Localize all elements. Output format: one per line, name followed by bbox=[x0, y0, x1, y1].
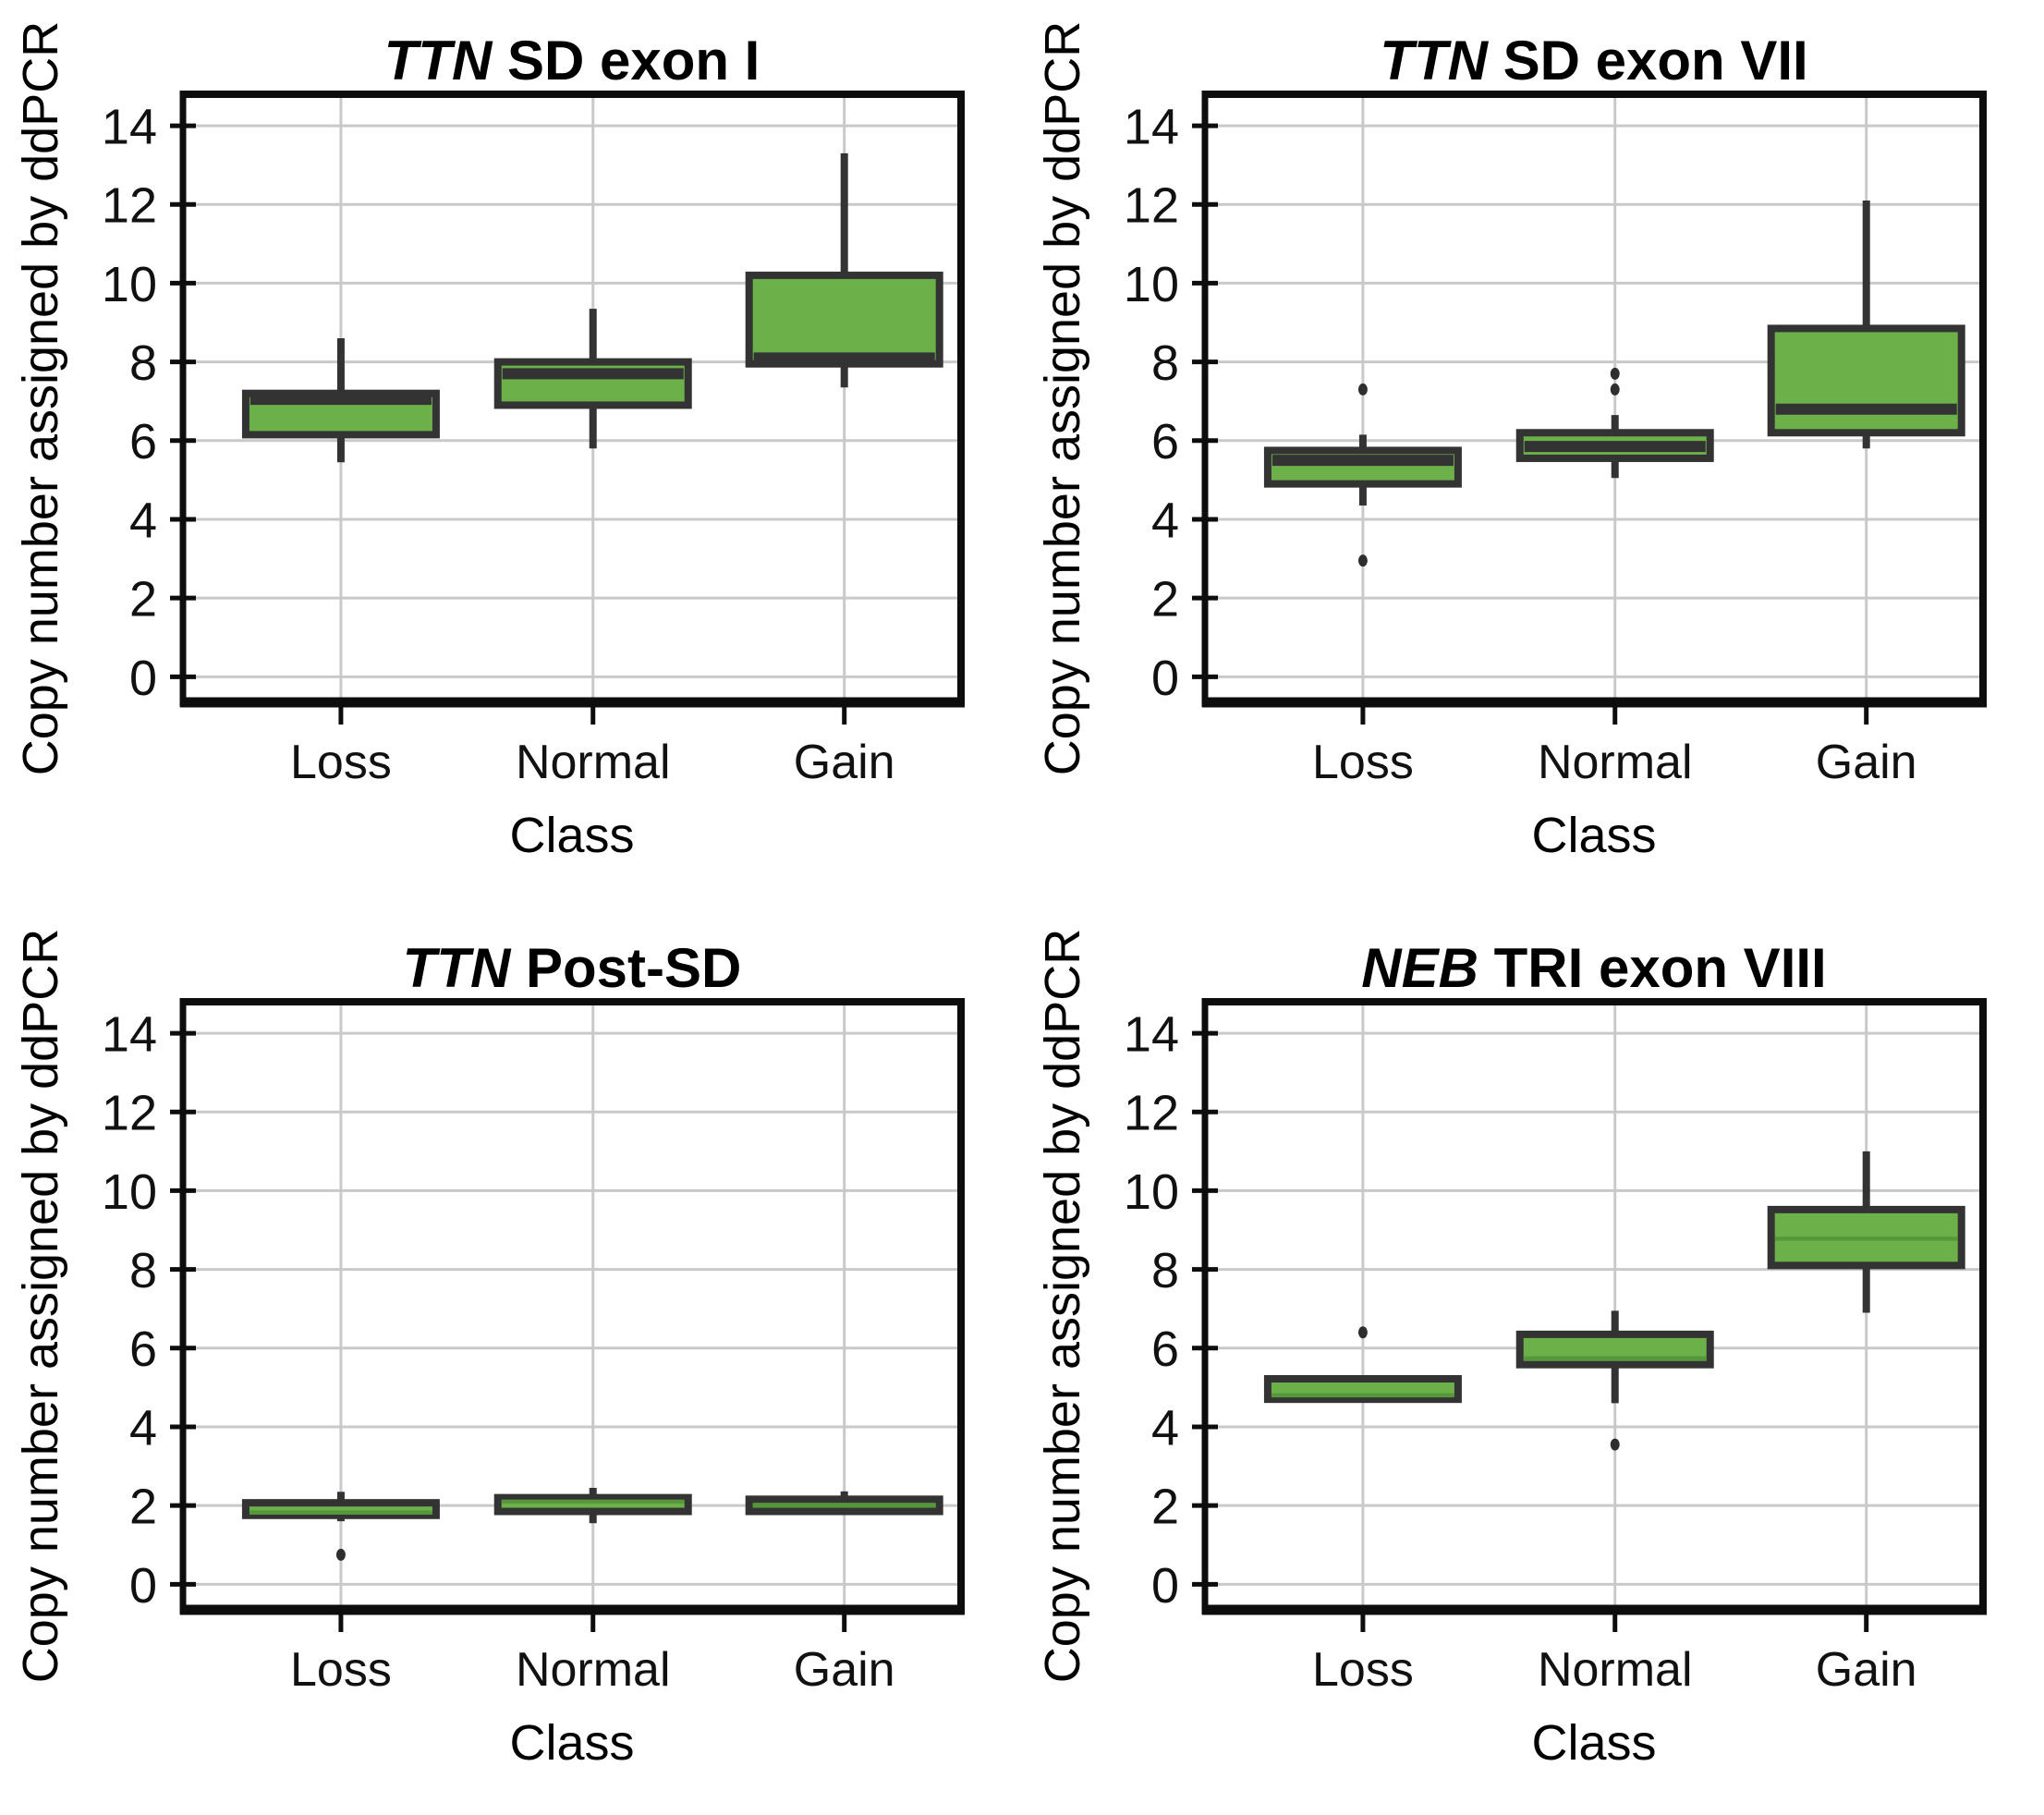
y-axis-label: Copy number assigned by ddPCR bbox=[13, 929, 68, 1683]
y-tick-label: 12 bbox=[102, 178, 157, 234]
category-label-gain: Gain bbox=[1816, 1643, 1917, 1697]
y-tick-label: 4 bbox=[1151, 493, 1179, 548]
y-tick-label: 8 bbox=[1151, 1243, 1179, 1298]
y-tick-label: 2 bbox=[1151, 1480, 1179, 1535]
title-rest: SD exon I bbox=[492, 30, 760, 91]
title-rest: Post-SD bbox=[510, 937, 741, 999]
y-axis-label: Copy number assigned by ddPCR bbox=[1035, 929, 1090, 1683]
category-label-loss: Loss bbox=[1312, 736, 1414, 789]
y-tick-label: 6 bbox=[129, 1322, 157, 1377]
plot-area: 0 2 4 6 8 10 12 14 Loss Normal Gain bbox=[1124, 91, 1987, 789]
x-axis-label: Class bbox=[509, 808, 634, 863]
outlier-point bbox=[1610, 1438, 1620, 1451]
category-label-normal: Normal bbox=[1538, 736, 1693, 789]
panel-title: NEB TRI exon VIII bbox=[1361, 937, 1826, 999]
y-tick-label: 4 bbox=[129, 493, 157, 548]
category-label-gain: Gain bbox=[794, 736, 895, 789]
panel-ttn-post-sd: TTN Post-SD Copy number assigned by ddPC… bbox=[0, 908, 1022, 1815]
iqr-box bbox=[1767, 324, 1965, 437]
category-label-gain: Gain bbox=[1816, 736, 1917, 789]
panel-neb-tri-exon-viii: NEB TRI exon VIII Copy number assigned b… bbox=[1022, 908, 2044, 1815]
y-tick-label: 14 bbox=[102, 100, 157, 155]
category-label-gain: Gain bbox=[794, 1643, 895, 1697]
plot-area: 0 2 4 6 8 10 12 14 Loss Normal Gain bbox=[102, 91, 965, 789]
category-label-loss: Loss bbox=[1312, 1643, 1414, 1697]
box-gain bbox=[1767, 200, 1965, 449]
y-tick-label: 8 bbox=[1151, 335, 1179, 391]
y-tick-label: 10 bbox=[102, 1164, 157, 1220]
y-tick-label: 2 bbox=[129, 572, 157, 627]
y-tick-label: 4 bbox=[129, 1400, 157, 1456]
y-tick-label: 6 bbox=[1151, 414, 1179, 469]
y-axis-label: Copy number assigned by ddPCR bbox=[1035, 21, 1090, 775]
outlier-point bbox=[1357, 383, 1368, 396]
outlier-point bbox=[1357, 1326, 1368, 1339]
y-tick-label: 14 bbox=[1124, 100, 1179, 155]
gene-symbol: TTN bbox=[384, 30, 493, 91]
box-normal bbox=[1515, 367, 1714, 479]
x-axis-label: Class bbox=[1531, 808, 1656, 863]
y-tick-label: 2 bbox=[1151, 572, 1179, 627]
plot-area: 0 2 4 6 8 10 12 14 Loss Normal Gain bbox=[102, 998, 965, 1697]
panel-title: TTN SD exon VII bbox=[1380, 30, 1807, 91]
panel-title: TTN SD exon I bbox=[384, 30, 760, 91]
outlier-point bbox=[1610, 367, 1620, 380]
category-label-normal: Normal bbox=[516, 1643, 671, 1697]
box-gain bbox=[745, 152, 943, 388]
gene-symbol: NEB bbox=[1361, 937, 1478, 999]
panel-title: TTN Post-SD bbox=[403, 937, 742, 999]
y-tick-label: 10 bbox=[102, 257, 157, 312]
title-rest: SD exon VII bbox=[1488, 30, 1808, 91]
x-axis-label: Class bbox=[509, 1715, 634, 1771]
category-label-loss: Loss bbox=[290, 1643, 392, 1697]
y-tick-label: 0 bbox=[129, 651, 157, 706]
box-loss bbox=[1263, 383, 1462, 567]
y-tick-label: 4 bbox=[1151, 1400, 1179, 1456]
y-tick-label: 10 bbox=[1124, 1164, 1179, 1220]
panel-ttn-sd-exon-i: TTN SD exon I Copy number assigned by dd… bbox=[0, 0, 1022, 908]
iqr-box bbox=[745, 271, 943, 368]
y-axis-label: Copy number assigned by ddPCR bbox=[13, 21, 68, 775]
y-tick-label: 8 bbox=[129, 1243, 157, 1298]
y-tick-label: 14 bbox=[1124, 1007, 1179, 1063]
boxplot-ttn-post-sd: TTN Post-SD Copy number assigned by ddPC… bbox=[13, 929, 965, 1771]
y-tick-label: 0 bbox=[1151, 651, 1179, 706]
x-axis-label: Class bbox=[1531, 1715, 1656, 1771]
y-tick-label: 14 bbox=[102, 1007, 157, 1063]
box-normal bbox=[493, 1487, 692, 1524]
box-loss bbox=[241, 1492, 440, 1561]
outlier-point bbox=[1357, 554, 1368, 567]
boxplot-ttn-sd-exon-i: TTN SD exon I Copy number assigned by dd… bbox=[13, 21, 965, 863]
panel-ttn-sd-exon-vii: TTN SD exon VII Copy number assigned by … bbox=[1022, 0, 2044, 908]
gene-symbol: TTN bbox=[403, 937, 512, 999]
y-tick-label: 8 bbox=[129, 335, 157, 391]
gene-symbol: TTN bbox=[1380, 30, 1489, 91]
y-tick-label: 0 bbox=[1151, 1558, 1179, 1614]
boxplot-neb-tri-exon-viii: NEB TRI exon VIII Copy number assigned b… bbox=[1035, 929, 1987, 1771]
box-loss bbox=[241, 338, 440, 463]
category-label-normal: Normal bbox=[516, 736, 671, 789]
y-tick-label: 0 bbox=[129, 1558, 157, 1614]
box-normal bbox=[1515, 1310, 1714, 1451]
category-label-loss: Loss bbox=[290, 736, 392, 789]
y-tick-label: 12 bbox=[1124, 178, 1179, 234]
y-tick-label: 2 bbox=[129, 1480, 157, 1535]
box-gain bbox=[745, 1491, 943, 1516]
title-rest: TRI exon VIII bbox=[1478, 937, 1827, 999]
box-loss bbox=[1263, 1326, 1462, 1404]
box-normal bbox=[493, 309, 692, 449]
y-tick-label: 6 bbox=[1151, 1322, 1179, 1377]
box-gain bbox=[1767, 1151, 1965, 1313]
y-tick-label: 6 bbox=[129, 414, 157, 469]
y-tick-label: 12 bbox=[102, 1086, 157, 1141]
boxplot-ttn-sd-exon-vii: TTN SD exon VII Copy number assigned by … bbox=[1035, 21, 1987, 863]
category-label-normal: Normal bbox=[1538, 1643, 1693, 1697]
outlier-point bbox=[1610, 383, 1620, 396]
y-tick-label: 12 bbox=[1124, 1086, 1179, 1141]
plot-area: 0 2 4 6 8 10 12 14 Loss Normal Gain bbox=[1124, 998, 1987, 1697]
y-tick-label: 10 bbox=[1124, 257, 1179, 312]
outlier-point bbox=[335, 1548, 346, 1561]
